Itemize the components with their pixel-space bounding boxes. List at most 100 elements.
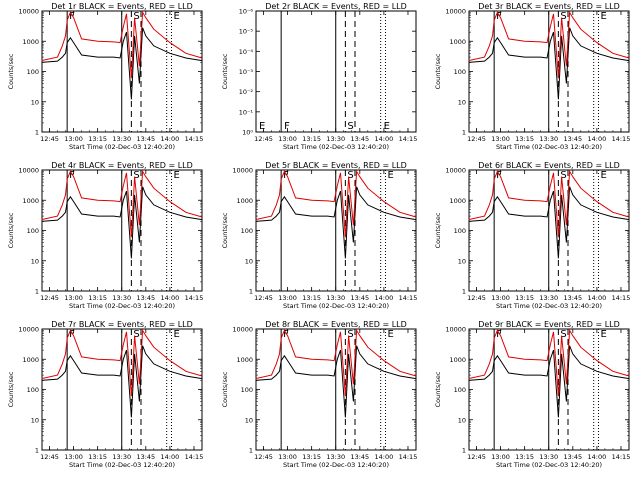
x-tick-label: 14:00 <box>588 135 607 143</box>
y-tick-label: 10⁰ <box>242 129 253 137</box>
x-tick-label: 13:15 <box>88 135 107 143</box>
event-marker-E: E <box>387 329 393 340</box>
y-tick-label: 100 <box>454 68 466 76</box>
event-marker-S: S <box>347 170 353 181</box>
x-tick-label: 13:45 <box>563 294 582 302</box>
y-tick-label: 1 <box>462 447 466 455</box>
x-axis-label: Start Time (02-Dec-03 12:40:20) <box>283 461 389 469</box>
y-tick-label: 10 <box>31 416 39 424</box>
x-tick-label: 14:15 <box>612 294 631 302</box>
y-tick-label: 1000 <box>449 356 466 364</box>
x-tick-label: 12:45 <box>254 135 273 143</box>
y-tick-label: 1000 <box>22 356 39 364</box>
x-tick-label: 13:45 <box>350 294 369 302</box>
series-lld <box>468 169 630 238</box>
x-tick-label: 13:30 <box>112 453 131 461</box>
panel-title: Det 1r BLACK = Events, RED = LLD <box>51 2 193 11</box>
event-marker-E: E <box>600 329 606 340</box>
x-tick-label: 12:45 <box>254 294 273 302</box>
y-axis-label: Counts/sec <box>7 212 15 248</box>
event-marker-F: F <box>69 329 75 340</box>
event-marker-F: F <box>283 329 289 340</box>
x-axis-label: Start Time (02-Dec-03 12:40:20) <box>496 461 602 469</box>
x-axis-label: Start Time (02-Dec-03 12:40:20) <box>496 143 602 151</box>
y-tick-label: 10 <box>31 98 39 106</box>
series-events <box>255 345 417 418</box>
x-tick-label: 14:00 <box>375 294 394 302</box>
x-tick-label: 13:45 <box>563 135 582 143</box>
event-marker-E: E <box>384 121 390 132</box>
y-tick-label: 10⁻¹ <box>239 108 254 116</box>
x-axis-label: Start Time (02-Dec-03 12:40:20) <box>283 302 389 310</box>
y-tick-label: 1 <box>462 129 466 137</box>
y-tick-label: 10 <box>31 257 39 265</box>
series-events <box>41 27 203 100</box>
y-tick-label: 1 <box>35 447 39 455</box>
event-marker-E: E <box>387 170 393 181</box>
x-tick-label: 13:15 <box>515 453 534 461</box>
x-tick-label: 12:45 <box>467 135 486 143</box>
panel-6: Det 6r BLACK = Events, RED = LLD 1 10 100 10… <box>434 161 630 310</box>
x-tick-label: 14:00 <box>588 453 607 461</box>
x-tick-label: 14:15 <box>185 135 204 143</box>
y-axis-label: Counts/sec <box>7 371 15 407</box>
event-marker-S: S <box>133 11 139 22</box>
x-tick-label: 13:30 <box>112 294 131 302</box>
event-marker-S: S <box>560 11 566 22</box>
x-tick-label: 13:45 <box>136 453 155 461</box>
x-tick-label: 13:30 <box>326 294 345 302</box>
y-tick-label: 100 <box>241 227 253 235</box>
x-tick-label: 12:45 <box>40 294 59 302</box>
event-marker-S: S <box>133 329 139 340</box>
y-axis-label: Counts/sec <box>434 371 442 407</box>
series-lld <box>468 10 630 79</box>
x-axis-label: Start Time (02-Dec-03 12:40:20) <box>496 302 602 310</box>
y-tick-label: 10000 <box>232 326 253 334</box>
x-tick-label: 13:30 <box>539 294 558 302</box>
y-tick-label: 1000 <box>449 38 466 46</box>
event-marker-S: S <box>560 329 566 340</box>
x-tick-label: 13:15 <box>515 294 534 302</box>
y-tick-label: 1000 <box>22 38 39 46</box>
y-tick-label: 10 <box>458 257 466 265</box>
y-axis-label: Counts/sec <box>7 53 15 89</box>
event-marker-E: E <box>259 121 265 132</box>
y-tick-label: 1 <box>462 288 466 296</box>
series-events <box>41 186 203 259</box>
x-tick-label: 13:15 <box>88 294 107 302</box>
event-marker-E: E <box>173 11 179 22</box>
x-tick-label: 13:30 <box>326 135 345 143</box>
event-marker-S: S <box>347 121 353 132</box>
y-tick-label: 1 <box>35 288 39 296</box>
y-tick-label: 100 <box>27 68 39 76</box>
event-marker-E: E <box>600 170 606 181</box>
event-marker-E: E <box>173 329 179 340</box>
y-tick-label: 10 <box>458 416 466 424</box>
event-marker-E: E <box>173 170 179 181</box>
x-tick-label: 13:30 <box>326 453 345 461</box>
panel-title: Det 2r BLACK = Events, RED = LLD <box>265 2 407 11</box>
x-tick-label: 13:30 <box>539 453 558 461</box>
x-tick-label: 13:00 <box>278 294 297 302</box>
y-tick-label: 100 <box>27 386 39 394</box>
event-marker-F: F <box>283 170 289 181</box>
x-tick-label: 13:15 <box>302 453 321 461</box>
series-events <box>41 345 203 418</box>
panel-5: Det 5r BLACK = Events, RED = LLD 1 10 100 10… <box>221 161 417 310</box>
panel-9: Det 9r BLACK = Events, RED = LLD 1 10 100 10… <box>434 320 630 469</box>
x-axis-label: Start Time (02-Dec-03 12:40:20) <box>69 143 175 151</box>
y-tick-label: 10 <box>245 257 253 265</box>
x-tick-label: 14:15 <box>399 294 418 302</box>
series-events <box>468 345 630 418</box>
y-tick-label: 10 <box>458 98 466 106</box>
panel-3: Det 3r BLACK = Events, RED = LLD 1 10 100 10… <box>434 2 630 151</box>
y-tick-label: 10000 <box>18 326 39 334</box>
y-tick-label: 100 <box>241 386 253 394</box>
x-tick-label: 12:45 <box>40 135 59 143</box>
series-events <box>468 186 630 259</box>
y-axis-label: Counts/sec <box>434 212 442 248</box>
series-lld <box>41 169 203 238</box>
panel-title: Det 3r BLACK = Events, RED = LLD <box>478 2 620 11</box>
x-tick-label: 13:00 <box>64 294 83 302</box>
